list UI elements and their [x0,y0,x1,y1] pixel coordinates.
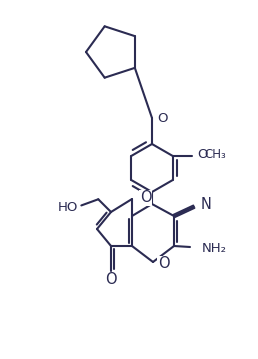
Text: O: O [158,256,170,271]
Text: O: O [157,112,167,125]
Text: O: O [197,149,207,162]
Text: HO: HO [58,201,78,214]
Text: N: N [201,197,212,212]
Text: O: O [105,272,117,288]
Text: NH₂: NH₂ [202,242,227,255]
Text: CH₃: CH₃ [205,149,227,162]
Text: O: O [140,191,152,205]
